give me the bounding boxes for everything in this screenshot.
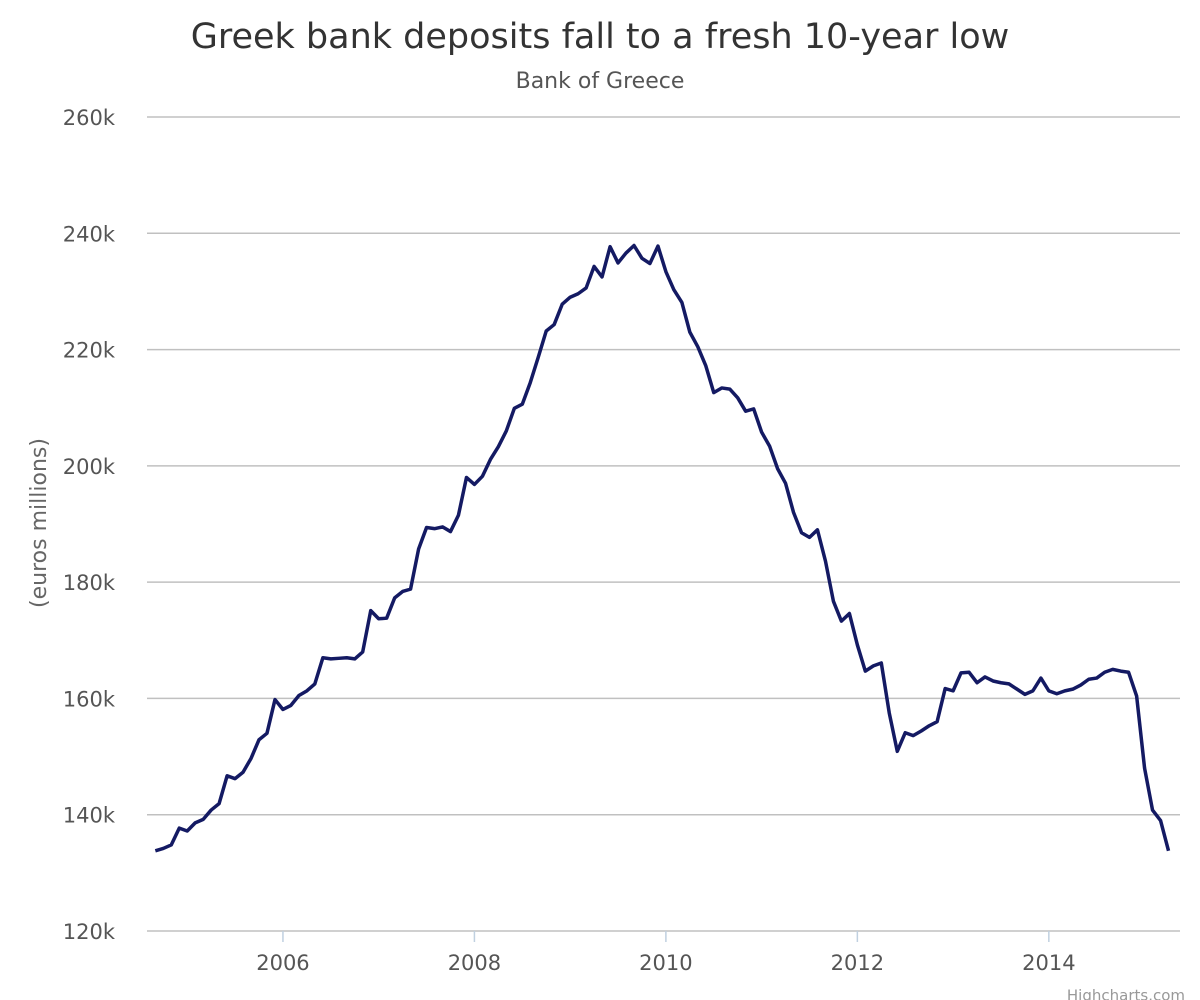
x-tick-label: 2012 — [831, 951, 884, 975]
y-tick-label: 260k — [63, 106, 116, 130]
y-axis-title: (euros millions) — [27, 438, 52, 608]
y-tick-label: 120k — [63, 920, 116, 944]
y-tick-label: 220k — [63, 339, 116, 363]
x-tick-label: 2008 — [448, 951, 501, 975]
y-tick-label: 140k — [63, 804, 116, 828]
x-tick-label: 2006 — [256, 951, 309, 975]
chart-subtitle: Bank of Greece — [516, 69, 685, 94]
x-tick-label: 2010 — [639, 951, 692, 975]
y-tick-label: 240k — [63, 222, 116, 246]
chart-title: Greek bank deposits fall to a fresh 10-y… — [191, 17, 1010, 57]
y-tick-label: 180k — [63, 571, 116, 595]
y-tick-label: 160k — [63, 687, 116, 711]
y-tick-label: 200k — [63, 455, 116, 479]
x-tick-label: 2014 — [1022, 951, 1075, 975]
credits[interactable]: Highcharts.com — [1067, 987, 1185, 1000]
line-series — [154, 243, 1171, 853]
